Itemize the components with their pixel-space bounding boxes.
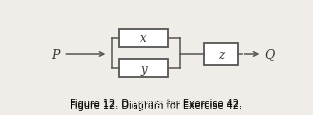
Bar (119, 60, 168, 78)
Text: Figure 12.: Figure 12. (128, 98, 185, 108)
Text: Q: Q (264, 48, 275, 61)
Text: z: z (218, 48, 224, 61)
Text: x: x (140, 32, 147, 45)
Text: Figure 12. Diagram for Exercise 42.: Figure 12. Diagram for Exercise 42. (70, 101, 243, 110)
Text: Figure 12.: Figure 12. (132, 101, 181, 110)
Bar (204, 44, 238, 65)
Bar (119, 30, 168, 47)
Text: P: P (51, 48, 60, 61)
Text: Figure 12. Diagram for Exercise 42.: Figure 12. Diagram for Exercise 42. (70, 98, 243, 108)
Text: y: y (140, 62, 147, 75)
